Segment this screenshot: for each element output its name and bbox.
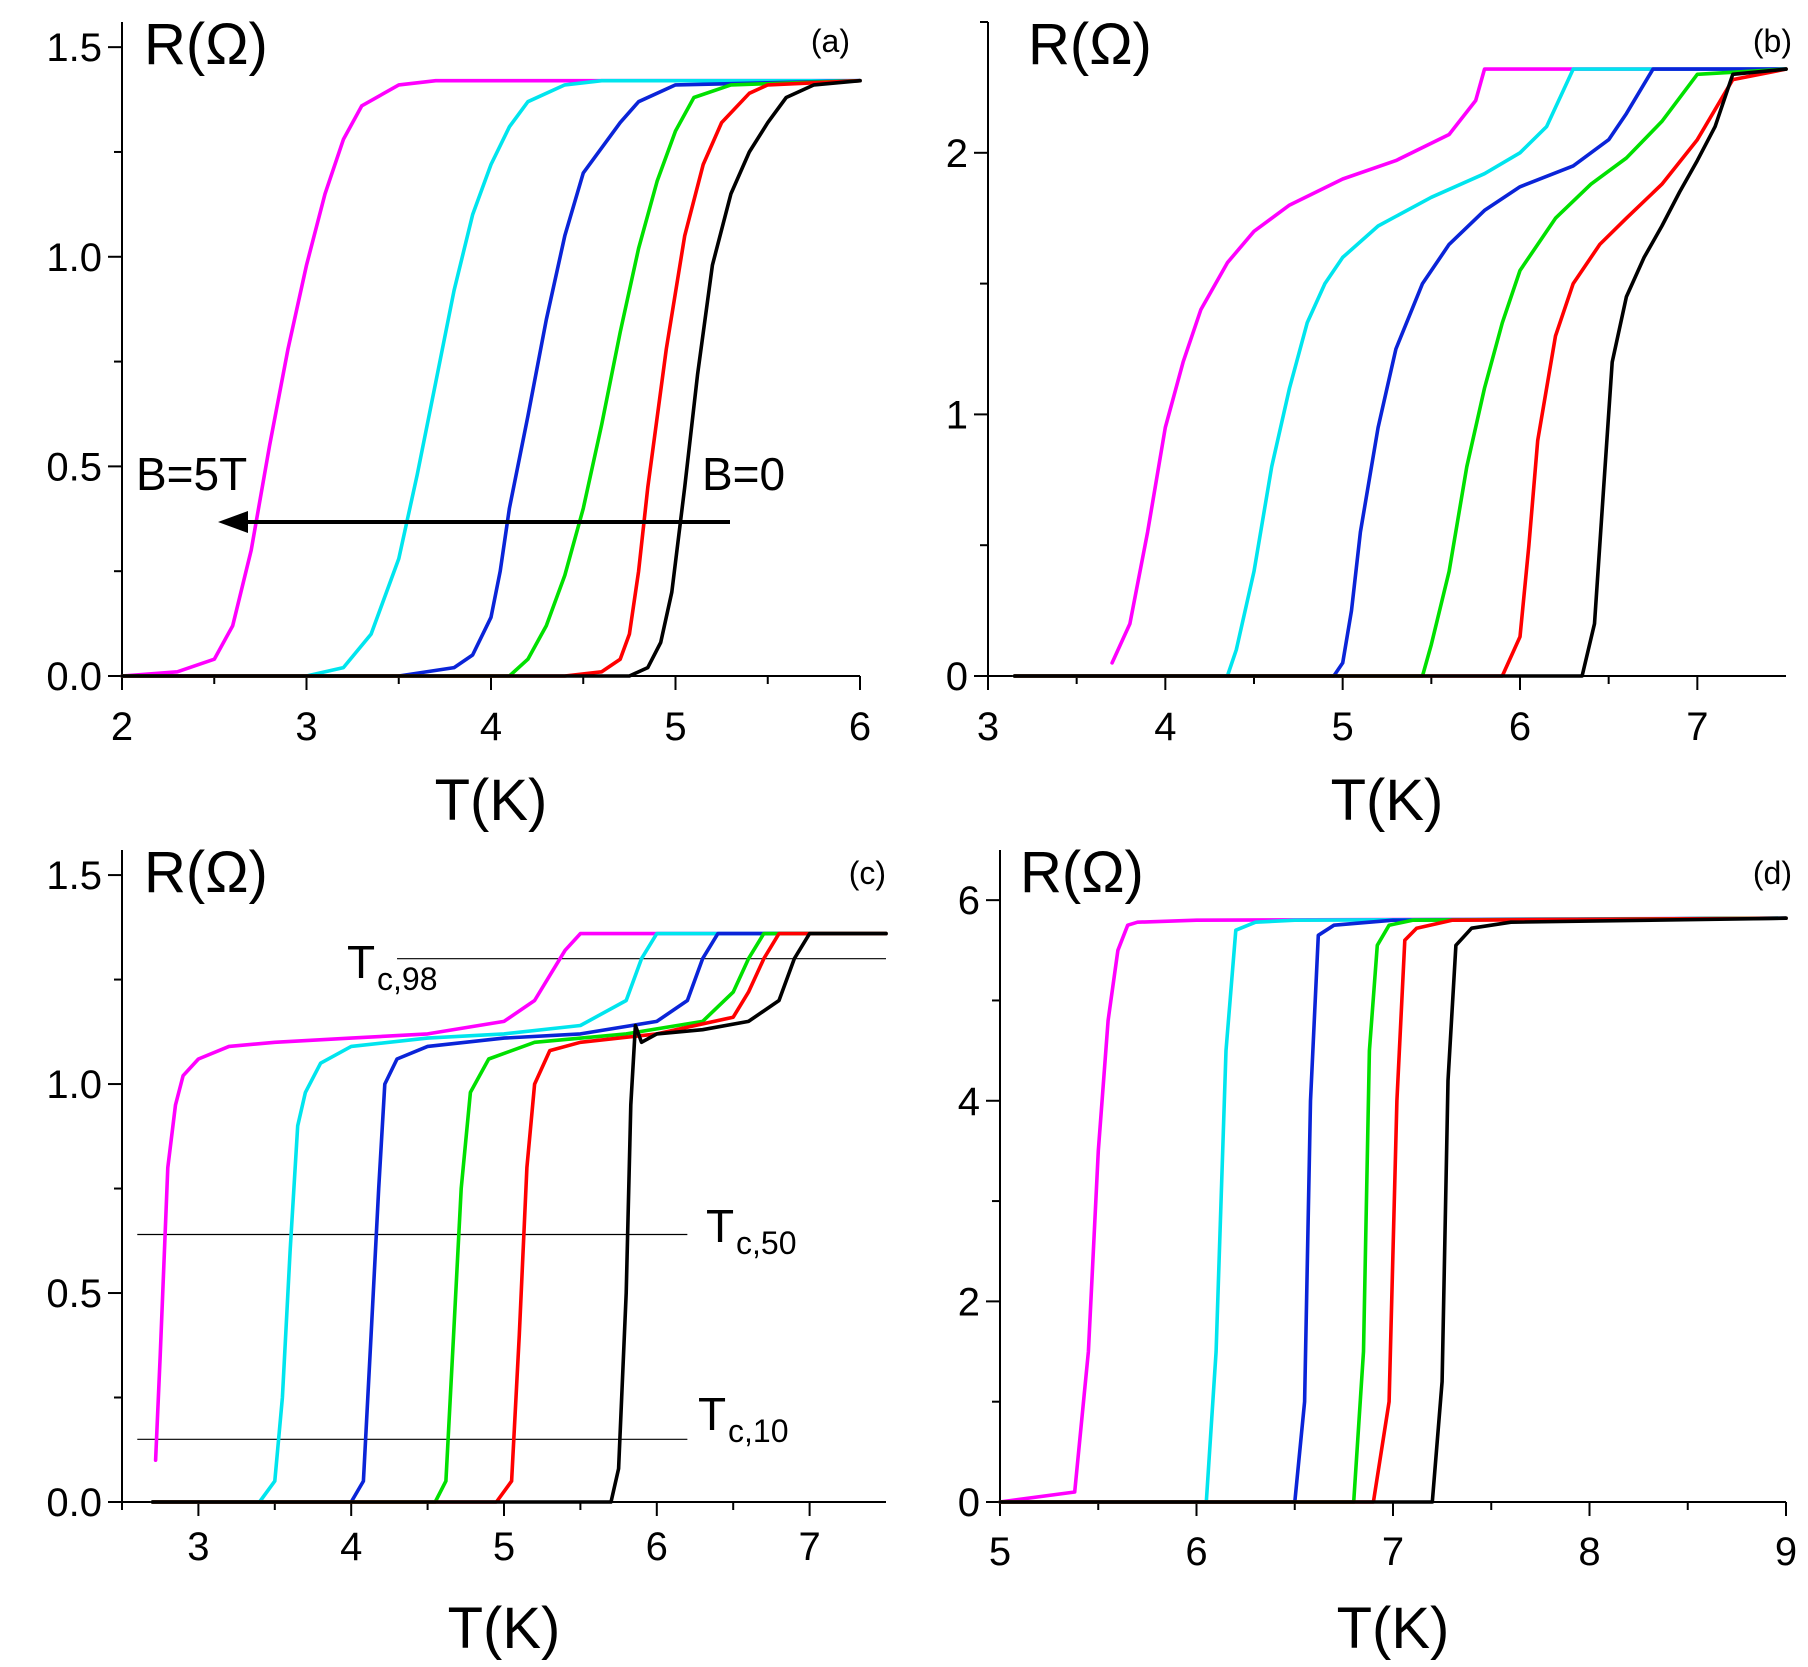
x-tick-label: 6 <box>1509 705 1531 749</box>
x-tick-label: 2 <box>111 705 133 749</box>
panel-a: 2 3 4 5 6 0.0 0.5 1.0 1.5 B=5T B=0 R(Ω) (a) T(K) <box>46 12 871 833</box>
x-tick-label: 9 <box>1775 1530 1797 1574</box>
series-line-magenta <box>998 916 1788 1504</box>
series-line-green <box>1012 67 1788 678</box>
y-tick-label: 0.0 <box>46 1481 102 1525</box>
series-line-green <box>150 931 888 1504</box>
x-tick-label: 4 <box>1154 705 1176 749</box>
x-tick-label: 6 <box>1185 1530 1207 1574</box>
series-line-cyan <box>150 931 888 1504</box>
y-tick-label: 0 <box>958 1481 980 1525</box>
y-tick-label: 0.0 <box>46 655 102 699</box>
series-line-cyan <box>120 78 862 678</box>
series-line-black <box>150 931 888 1504</box>
x-tick-label: 3 <box>187 1525 209 1569</box>
panel-label: (d) <box>1753 855 1792 891</box>
reference-label-subscript: c,50 <box>736 1225 796 1261</box>
series-line-red <box>1012 67 1788 678</box>
reference-label: T <box>698 1388 726 1440</box>
panel-label: (a) <box>811 23 850 59</box>
series-line-green <box>120 78 862 678</box>
y-tick-label: 0 <box>946 655 968 699</box>
series-line-black <box>120 78 862 678</box>
x-tick-label: 7 <box>798 1525 820 1569</box>
y-tick-label: 2 <box>958 1280 980 1324</box>
panel-d: 5 6 7 8 9 0 2 4 6 R(Ω) (d) T(K) <box>958 840 1797 1661</box>
panel-label: (b) <box>1753 23 1792 59</box>
series-line-blue <box>1012 67 1788 678</box>
y-axis-title: R(Ω) <box>144 840 268 905</box>
series-line-cyan <box>998 916 1788 1504</box>
y-tick-label: 6 <box>958 879 980 923</box>
y-tick-label: 4 <box>958 1080 980 1124</box>
series-line-blue <box>998 916 1788 1504</box>
x-tick-label: 7 <box>1382 1530 1404 1574</box>
annotation-b-5t: B=5T <box>136 448 247 500</box>
panel-c: 3 4 5 6 70.00.51.01.5T c,98T c,50T c,10R(Ω) (c)T… <box>46 840 888 1661</box>
y-tick-label: 2 <box>946 132 968 176</box>
y-axis-title: R(Ω) <box>1020 840 1144 905</box>
x-tick-label: 4 <box>340 1525 362 1569</box>
x-tick-label: 5 <box>664 705 686 749</box>
field-arrowhead <box>218 511 248 533</box>
x-tick-label: 4 <box>480 705 502 749</box>
y-axis-title: R(Ω) <box>144 12 268 77</box>
x-axis-title: T(K) <box>448 1596 561 1661</box>
x-tick-label: 7 <box>1686 705 1708 749</box>
series-line-green <box>998 916 1788 1504</box>
panel-label: (c) <box>849 855 886 891</box>
x-axis-title: T(K) <box>435 768 548 833</box>
y-axis-title: R(Ω) <box>1028 12 1152 77</box>
series-line-red <box>150 931 888 1504</box>
series-line-red <box>120 78 862 678</box>
x-tick-label: 8 <box>1578 1530 1600 1574</box>
series-line-cyan <box>1012 67 1788 678</box>
y-tick-label: 1.0 <box>46 1063 102 1107</box>
panel-b: 3 4 5 6 7 0 1 2 R(Ω) (b) T(K) <box>946 12 1792 833</box>
y-tick-label: 1 <box>946 393 968 437</box>
x-tick-label: 3 <box>977 705 999 749</box>
reference-label-subscript: c,10 <box>728 1413 788 1449</box>
series-line-black <box>998 916 1788 1504</box>
reference-label: T <box>706 1200 734 1252</box>
y-tick-label: 0.5 <box>46 445 102 489</box>
series-line-magenta <box>153 931 888 1462</box>
x-tick-label: 5 <box>1332 705 1354 749</box>
x-tick-label: 6 <box>849 705 871 749</box>
series-line-red <box>998 916 1788 1504</box>
x-tick-label: 3 <box>295 705 317 749</box>
series-line-blue <box>120 78 862 678</box>
series-line-blue <box>150 931 888 1504</box>
x-axis-title: T(K) <box>1337 1596 1450 1661</box>
y-tick-label: 1.0 <box>46 236 102 280</box>
x-tick-label: 5 <box>493 1525 515 1569</box>
series-line-magenta <box>120 78 862 678</box>
series-line-black <box>1012 67 1788 678</box>
series-line-magenta <box>1110 67 1788 665</box>
y-tick-label: 1.5 <box>46 854 102 898</box>
x-tick-label: 6 <box>646 1525 668 1569</box>
y-tick-label: 1.5 <box>46 26 102 70</box>
reference-label-subscript: c,98 <box>377 961 437 997</box>
x-tick-label: 5 <box>989 1530 1011 1574</box>
annotation-b-0: B=0 <box>702 448 785 500</box>
reference-label: T <box>347 936 375 988</box>
x-axis-title: T(K) <box>1331 768 1444 833</box>
y-tick-label: 0.5 <box>46 1272 102 1316</box>
